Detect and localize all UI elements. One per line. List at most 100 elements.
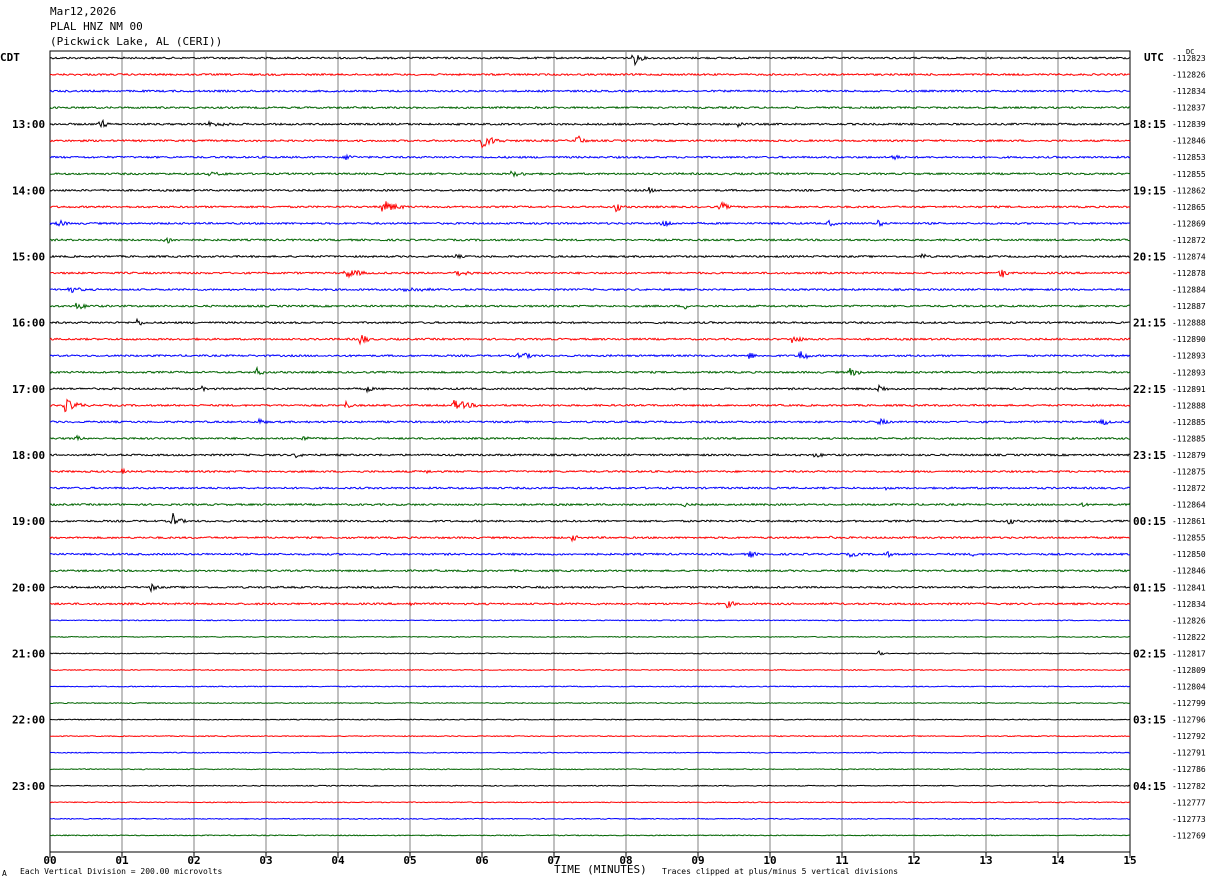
right-hour-label: 20:15 <box>1133 250 1166 263</box>
trace-row <box>49 582 1131 594</box>
trace-row <box>49 535 1131 543</box>
dc-offset-label: -112865 <box>1172 203 1206 212</box>
dc-offset-label: -112823 <box>1172 54 1206 63</box>
dc-offset-label: -112891 <box>1172 385 1206 394</box>
trace-row <box>49 701 1131 705</box>
trace-row <box>49 153 1131 161</box>
left-hour-label: 14:00 <box>12 184 45 197</box>
dc-offset-label: -112792 <box>1172 732 1206 741</box>
left-timezone-label: CDT <box>0 51 20 64</box>
dc-offset-header: DC <box>1186 48 1195 56</box>
trace-row <box>49 54 1131 67</box>
dc-offset-label: -112799 <box>1172 699 1206 708</box>
right-hour-label: 22:15 <box>1133 383 1166 396</box>
right-hour-label: 03:15 <box>1133 714 1166 727</box>
trace-row <box>49 187 1130 195</box>
trace-row <box>49 768 1131 771</box>
plot-frame <box>49 50 1131 853</box>
trace-row <box>49 72 1131 77</box>
x-axis-title: TIME (MINUTES) <box>554 863 647 876</box>
trace-row <box>49 685 1131 688</box>
dc-offset-label: -112869 <box>1172 219 1206 228</box>
dc-offset-label: -112834 <box>1172 600 1206 609</box>
trace-row <box>50 668 1131 672</box>
dc-offset-label: -112884 <box>1172 286 1206 295</box>
trace-row <box>49 568 1130 573</box>
dc-offset-label: -112804 <box>1172 683 1206 692</box>
trace-row <box>49 398 1131 413</box>
x-tick-label: 03 <box>259 854 272 867</box>
left-hour-label: 20:00 <box>12 581 45 594</box>
right-hour-label: 01:15 <box>1133 581 1166 594</box>
x-tick-label: 09 <box>691 854 704 867</box>
dc-offset-label: -112893 <box>1172 368 1206 377</box>
dc-offset-label: -112888 <box>1172 319 1206 328</box>
dc-offset-label: -112888 <box>1172 401 1206 410</box>
trace-row <box>49 286 1131 294</box>
x-tick-label: 12 <box>907 854 920 867</box>
right-timezone-label: UTC <box>1144 51 1164 64</box>
dc-offset-label: -112875 <box>1172 468 1206 477</box>
dc-offset-label: -112885 <box>1172 418 1206 427</box>
x-tick-label: 14 <box>1051 854 1065 867</box>
dc-offset-label: -112855 <box>1172 534 1206 543</box>
trace-row <box>49 550 1130 559</box>
trace-row <box>49 351 1131 360</box>
left-hour-label: 23:00 <box>12 780 45 793</box>
dc-offset-label: -112822 <box>1172 633 1206 642</box>
right-hour-label: 19:15 <box>1133 184 1166 197</box>
dc-offset-label: -112834 <box>1172 87 1206 96</box>
dc-offset-label: -112872 <box>1172 484 1206 493</box>
dc-offset-label: -112861 <box>1172 517 1206 526</box>
left-hour-label: 19:00 <box>12 515 45 528</box>
dc-offset-label: -112826 <box>1172 616 1206 625</box>
x-tick-label: 08 <box>619 854 632 867</box>
trace-row <box>49 735 1131 738</box>
dc-offset-label: -112890 <box>1172 335 1206 344</box>
x-tick-label: 13 <box>979 854 992 867</box>
corner-mark: A <box>2 869 7 878</box>
trace-row <box>49 269 1131 279</box>
trace-row <box>49 467 1131 475</box>
dc-offset-label: -112773 <box>1172 815 1206 824</box>
dc-offset-label: -112846 <box>1172 567 1206 576</box>
trace-row <box>49 635 1131 638</box>
trace-row <box>49 751 1130 754</box>
dc-offset-label: -112817 <box>1172 649 1206 658</box>
trace-row <box>49 650 1131 656</box>
trace-row <box>49 219 1131 228</box>
left-hour-label: 15:00 <box>12 250 45 263</box>
trace-row <box>49 89 1131 93</box>
right-hour-label: 23:15 <box>1133 449 1166 462</box>
trace-row <box>49 434 1131 442</box>
trace-row <box>49 801 1131 804</box>
trace-row <box>49 417 1131 426</box>
trace-row <box>49 619 1131 622</box>
dc-offset-label: -112837 <box>1172 104 1206 113</box>
left-hour-label: 21:00 <box>12 647 45 660</box>
trace-row <box>49 383 1131 394</box>
trace-row <box>49 201 1131 213</box>
trace-row <box>50 512 1131 525</box>
trace-row <box>49 365 1131 377</box>
dc-offset-label: -112887 <box>1172 302 1206 311</box>
left-hour-label: 17:00 <box>12 383 45 396</box>
trace-row <box>49 784 1131 787</box>
trace-row <box>49 105 1131 110</box>
dc-offset-label: -112796 <box>1172 716 1206 725</box>
x-tick-label: 11 <box>835 854 849 867</box>
dc-offset-label: -112769 <box>1172 831 1206 840</box>
dc-offset-label: -112862 <box>1172 186 1206 195</box>
dc-offset-label: -112874 <box>1172 252 1206 261</box>
x-tick-label: 02 <box>187 854 200 867</box>
dc-offset-label: -112809 <box>1172 666 1206 675</box>
trace-row <box>49 317 1131 326</box>
x-tick-label: 07 <box>547 854 560 867</box>
dc-offset-label: -112853 <box>1172 153 1206 162</box>
dc-offset-label: -112893 <box>1172 352 1206 361</box>
dc-offset-label: -112777 <box>1172 798 1206 807</box>
trace-row <box>49 501 1131 508</box>
station-code: PLAL HNZ NM 00 <box>50 20 143 33</box>
right-hour-label: 02:15 <box>1133 647 1166 660</box>
